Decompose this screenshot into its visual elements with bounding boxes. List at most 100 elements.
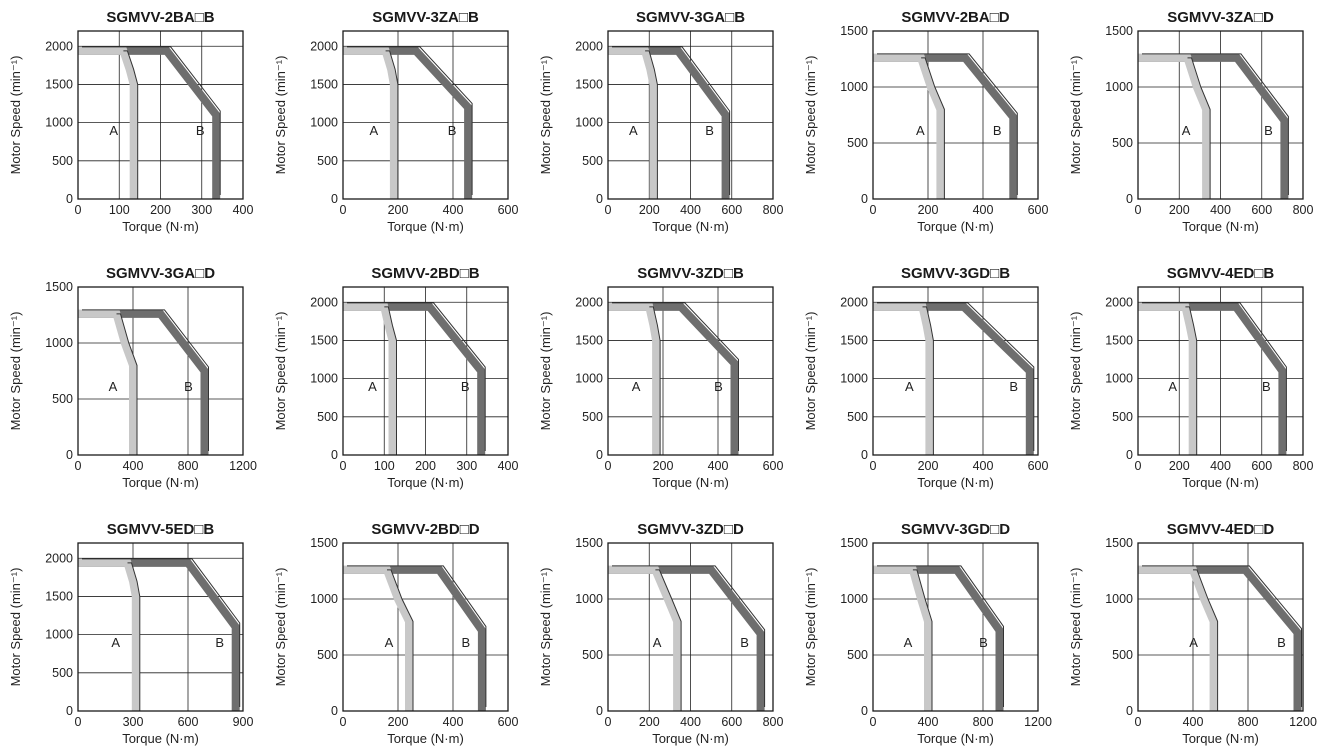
region-a-boundary <box>608 302 661 455</box>
x-tick-label: 0 <box>870 203 877 217</box>
region-b-edge <box>82 46 221 195</box>
region-b-label: B <box>1009 379 1018 394</box>
y-tick-label: 0 <box>1126 704 1133 718</box>
x-tick-label: 800 <box>1293 203 1314 217</box>
x-axis-label: Torque (N·m) <box>652 219 729 234</box>
x-axis-label: Torque (N·m) <box>1182 475 1259 490</box>
plot-frame <box>872 286 1039 456</box>
plot-frame <box>342 542 509 712</box>
chart-panel: SGMVV-3GA□D A B 0 400 800 1200 0 500 1000 1500 Torq… <box>8 265 257 490</box>
region-a-edge <box>1185 306 1198 455</box>
region-a-edge <box>922 306 934 455</box>
x-tick-label: 600 <box>1251 203 1272 217</box>
chart-panel: SGMVV-4ED□D A B 0 400 800 1200 0 500 1000 1500 Torq… <box>1068 521 1317 746</box>
region-b-label: B <box>979 635 988 650</box>
region-a-boundary <box>78 46 138 199</box>
region-a-label: A <box>916 123 925 138</box>
x-tick-label: 0 <box>1135 715 1142 729</box>
x-tick-label: 600 <box>721 715 742 729</box>
region-a-boundary <box>1138 565 1218 711</box>
y-tick-label: 0 <box>596 704 603 718</box>
region-a-label: A <box>905 379 914 394</box>
chart-panel: SGMVV-3GD□B A B 0 200 400 600 0 500 1000 1500 2000 T… <box>803 265 1048 490</box>
y-tick-label: 500 <box>1112 648 1133 662</box>
region-a-edge <box>921 57 945 199</box>
region-b-label: B <box>461 379 470 394</box>
region-b-boundary <box>78 558 240 711</box>
y-tick-label: 1000 <box>45 628 73 642</box>
y-axis-label: Motor Speed (min⁻¹) <box>1068 312 1083 431</box>
x-tick-label: 0 <box>605 715 612 729</box>
region-a-edge <box>123 50 139 199</box>
y-tick-label: 500 <box>317 410 338 424</box>
y-tick-label: 1000 <box>575 372 603 386</box>
y-tick-label: 1000 <box>310 372 338 386</box>
region-a-label: A <box>904 635 913 650</box>
y-tick-label: 500 <box>52 154 73 168</box>
chart-panel: SGMVV-3GA□B A B 0 200 400 600 800 0 500 1000 1500 20… <box>538 9 783 234</box>
y-tick-label: 2000 <box>310 295 338 309</box>
y-tick-label: 1500 <box>1105 24 1133 38</box>
chart-panel: SGMVV-3ZA□D A B 0 200 400 600 800 0 500 1000 1500 To… <box>1068 9 1313 234</box>
region-b-boundary <box>1138 302 1287 455</box>
x-axis-label: Torque (N·m) <box>387 731 464 746</box>
region-a-boundary <box>1138 53 1211 199</box>
region-b-label: B <box>448 123 457 138</box>
x-tick-label: 300 <box>191 203 212 217</box>
x-tick-label: 400 <box>443 203 464 217</box>
y-axis-label: Motor Speed (min⁻¹) <box>803 568 818 687</box>
y-tick-label: 500 <box>582 410 603 424</box>
plot-frame <box>1137 542 1304 712</box>
region-b-boundary <box>1138 53 1289 199</box>
region-b-label: B <box>1264 123 1273 138</box>
x-tick-label: 0 <box>605 203 612 217</box>
region-b-edge <box>347 46 473 195</box>
x-tick-label: 200 <box>388 203 409 217</box>
y-axis-label: Motor Speed (min⁻¹) <box>8 312 23 431</box>
y-tick-label: 1500 <box>45 589 73 603</box>
y-tick-label: 1500 <box>310 77 338 91</box>
x-tick-label: 0 <box>75 459 82 473</box>
region-a-edge <box>912 569 933 711</box>
y-axis-label: Motor Speed (min⁻¹) <box>8 56 23 175</box>
region-b-edge <box>612 302 739 451</box>
plot-frame <box>607 542 774 712</box>
y-axis-label: Motor Speed (min⁻¹) <box>538 56 553 175</box>
region-a-label: A <box>109 379 118 394</box>
x-tick-label: 900 <box>233 715 254 729</box>
region-a-label: A <box>111 635 120 650</box>
plot-frame <box>1137 30 1304 200</box>
region-a-edge <box>1187 57 1211 199</box>
y-tick-label: 0 <box>331 448 338 462</box>
region-a-boundary <box>343 302 397 455</box>
y-tick-label: 1000 <box>45 116 73 130</box>
chart-title: SGMVV-4ED□B <box>1167 265 1275 282</box>
region-a-label: A <box>653 635 662 650</box>
region-b-edge <box>612 46 731 195</box>
x-axis-label: Torque (N·m) <box>652 475 729 490</box>
x-axis-label: Torque (N·m) <box>387 219 464 234</box>
x-tick-label: 800 <box>1293 459 1314 473</box>
y-tick-label: 500 <box>317 154 338 168</box>
x-axis-label: Torque (N·m) <box>917 475 994 490</box>
chart-title: SGMVV-2BD□B <box>371 265 479 282</box>
chart-title: SGMVV-3ZA□B <box>372 9 479 26</box>
region-a-edge <box>645 50 658 199</box>
y-tick-label: 1500 <box>840 536 868 550</box>
plot-frame <box>342 286 509 456</box>
region-b-edge <box>347 565 487 707</box>
region-b-edge <box>877 302 1035 451</box>
plot-frame <box>77 286 244 456</box>
y-tick-label: 0 <box>861 704 868 718</box>
chart-title: SGMVV-3ZD□D <box>637 521 744 538</box>
y-tick-label: 2000 <box>575 39 603 53</box>
region-b-edge <box>82 558 241 707</box>
x-tick-label: 400 <box>708 459 729 473</box>
x-tick-label: 400 <box>1210 203 1231 217</box>
chart-panel: SGMVV-3ZD□B A B 0 200 400 600 0 500 1000 1500 2000 T… <box>538 265 783 490</box>
x-tick-label: 400 <box>1210 459 1231 473</box>
x-tick-label: 400 <box>918 715 939 729</box>
x-tick-label: 400 <box>443 715 464 729</box>
region-a-label: A <box>629 123 638 138</box>
